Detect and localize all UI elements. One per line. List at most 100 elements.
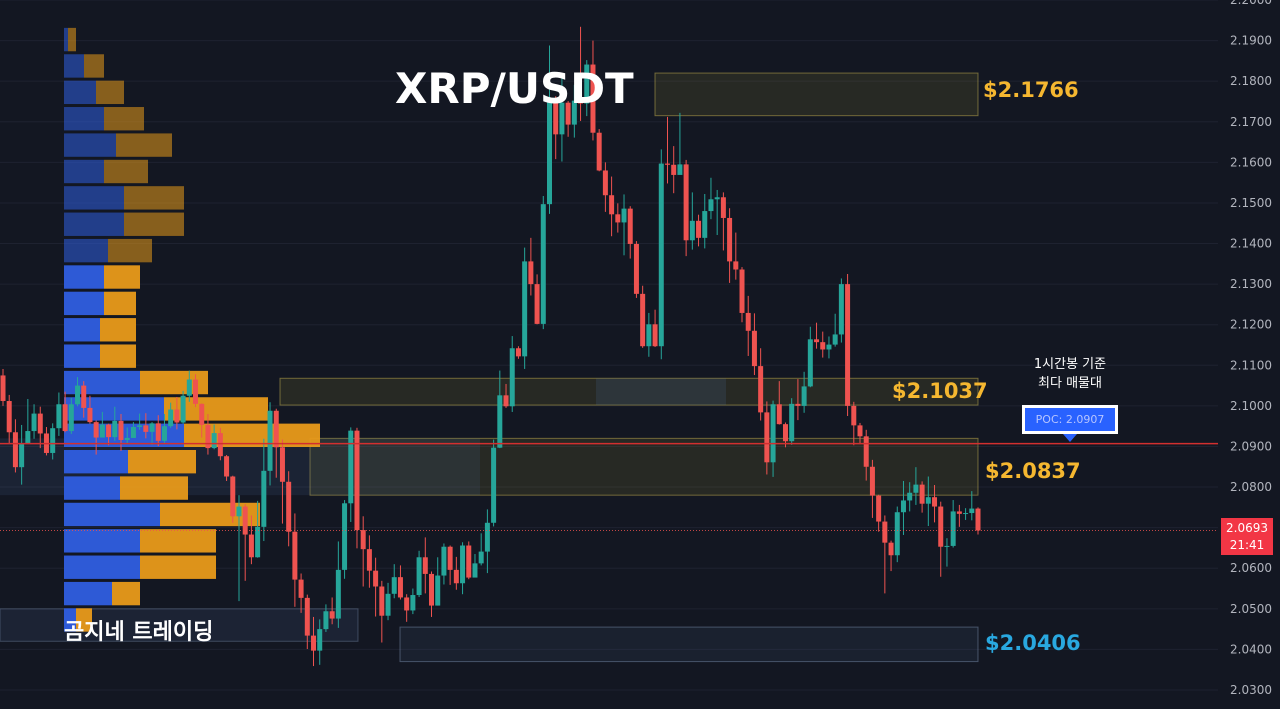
candle-body <box>956 511 962 514</box>
profile-bar-up <box>64 476 120 500</box>
annotation-line-1: 1시간봉 기준 <box>1033 357 1107 372</box>
profile-bar-up <box>64 555 140 579</box>
candle-body <box>410 595 416 611</box>
candle-body <box>596 132 602 171</box>
profile-bar-up <box>64 212 124 236</box>
candle-body <box>708 199 714 212</box>
candle-body <box>727 217 733 262</box>
tick-label: 2.1500 <box>1230 196 1272 210</box>
poc-arrow-icon <box>1063 434 1077 442</box>
candle-body <box>963 513 969 515</box>
candle-body <box>354 430 360 531</box>
candle-body <box>509 348 515 407</box>
candle-body <box>0 375 6 402</box>
tick-label: 2.1200 <box>1230 318 1272 332</box>
candle-body <box>969 508 975 514</box>
profile-bar-down <box>96 80 124 105</box>
candle-body <box>925 497 931 504</box>
candle-body <box>404 597 410 611</box>
candle-body <box>31 413 37 432</box>
level-label-2.0837: $2.0837 <box>985 459 1081 483</box>
profile-bar-up <box>64 450 128 474</box>
zone-box <box>596 378 726 406</box>
tick-label: 2.0900 <box>1230 439 1272 453</box>
candle-body <box>311 635 317 651</box>
candle-body <box>186 379 192 396</box>
candle-body <box>751 330 757 367</box>
candle-body <box>714 197 720 200</box>
candle-body <box>696 220 702 238</box>
candle-body <box>199 403 205 425</box>
candle-body <box>242 506 248 535</box>
candle-body <box>348 430 354 504</box>
candle-body <box>205 424 211 449</box>
candle-body <box>559 102 565 135</box>
candle-body <box>385 593 391 616</box>
candle-body <box>397 577 403 598</box>
candle-body <box>155 423 161 441</box>
profile-bar-down <box>164 397 268 421</box>
candle-body <box>224 456 230 477</box>
tick-label: 2.1100 <box>1230 358 1272 372</box>
price-axis[interactable]: 2.03002.04002.05002.06002.07002.08002.09… <box>1230 0 1272 697</box>
candle-body <box>248 534 254 558</box>
candle-body <box>19 443 25 468</box>
profile-bar-up <box>64 238 108 263</box>
candle-body <box>801 386 807 406</box>
candle-body <box>441 546 447 576</box>
candle-body <box>491 447 497 523</box>
profile-bar-down <box>104 265 140 289</box>
chart-grid <box>0 0 1218 691</box>
candle-body <box>664 163 670 165</box>
candle-body <box>975 508 981 531</box>
candle-body <box>863 436 869 467</box>
candle-body <box>342 503 348 570</box>
profile-bar-down <box>108 238 152 263</box>
candle-body <box>540 204 546 324</box>
candle-body <box>137 425 143 427</box>
profile-bar-up <box>64 27 68 52</box>
candle-body <box>379 586 385 616</box>
volume-profile <box>64 27 320 632</box>
candle-body <box>758 366 764 413</box>
candle-body <box>776 404 782 425</box>
candle-body <box>770 404 776 463</box>
profile-bar-down <box>104 291 136 316</box>
candle-body <box>689 220 695 241</box>
candle-body <box>950 511 956 546</box>
profile-bar-down <box>124 212 184 236</box>
tick-label: 2.1800 <box>1230 74 1272 88</box>
annotation-line-2: 최다 매물대 <box>1038 376 1102 391</box>
last-price-tag[interactable]: 2.0693 21:41 <box>1221 518 1273 555</box>
candle-body <box>279 447 285 482</box>
profile-bar-down <box>104 107 144 131</box>
tick-label: 2.1000 <box>1230 399 1272 413</box>
candle-body <box>720 197 726 218</box>
profile-bar-down <box>100 344 136 368</box>
profile-bar-up <box>64 581 112 606</box>
poc-label-box[interactable]: POC: 2.0907 <box>1022 405 1118 434</box>
candle-body <box>782 424 788 442</box>
profile-bar-down <box>76 608 92 632</box>
candle-body <box>180 395 186 423</box>
candle-body <box>553 98 559 135</box>
candle-body <box>900 500 906 513</box>
candle-body <box>571 100 577 125</box>
candle-body <box>62 404 68 432</box>
zone-box <box>0 608 359 642</box>
candle-body <box>677 164 683 175</box>
candle-body <box>484 522 490 552</box>
candle-body <box>366 549 372 571</box>
candle-body <box>466 545 472 578</box>
candle-body <box>12 432 18 468</box>
candle-body <box>124 437 130 440</box>
candle-body <box>217 433 223 457</box>
candle-body <box>702 211 708 238</box>
profile-bar-down <box>140 529 216 553</box>
candle-body <box>888 542 894 556</box>
tick-label: 2.1600 <box>1230 155 1272 169</box>
level-label-2.0406: $2.0406 <box>985 631 1081 655</box>
candle-body <box>633 243 639 294</box>
candle-body <box>546 98 552 205</box>
